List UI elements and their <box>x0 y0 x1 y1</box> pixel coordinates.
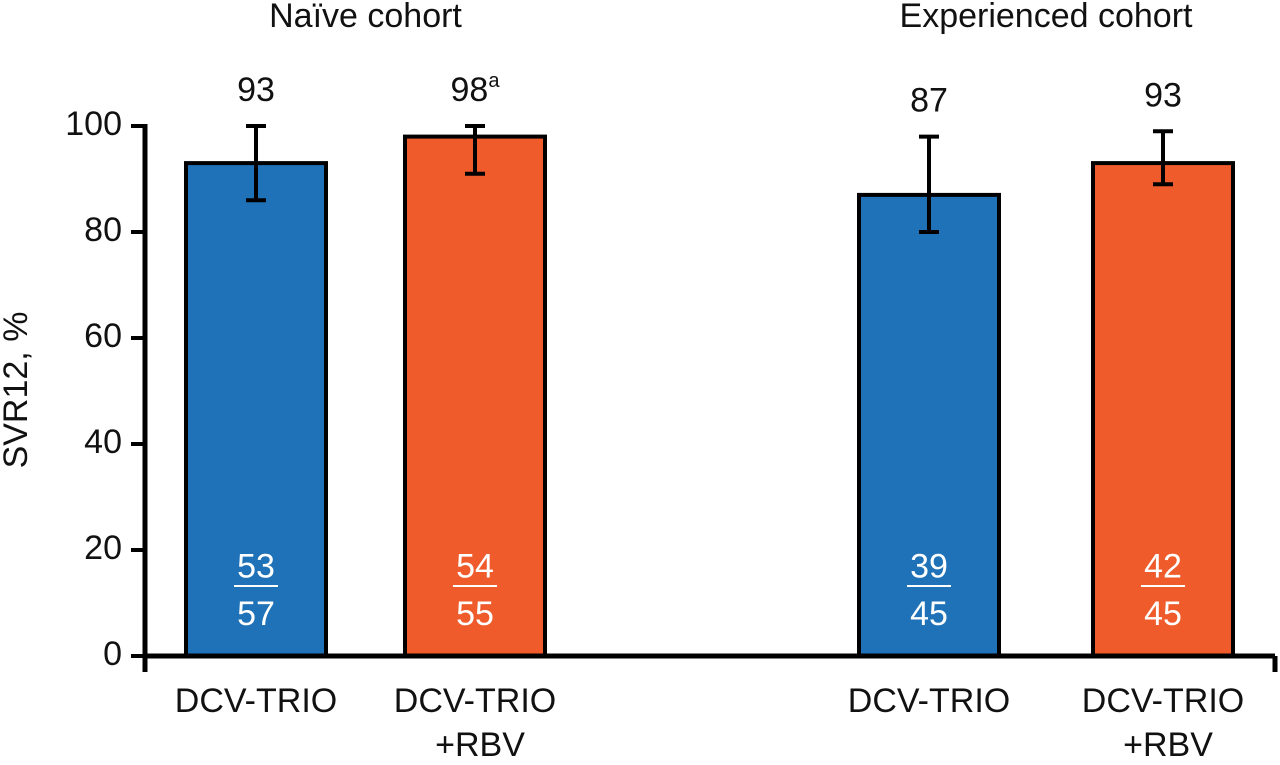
y-axis-title: SVR12, % <box>0 312 35 469</box>
y-tick-label: 20 <box>84 529 122 567</box>
totals: 45 <box>910 595 948 633</box>
totals: 55 <box>456 595 494 633</box>
value-label: 93 <box>237 71 275 109</box>
totals: 45 <box>1144 595 1182 633</box>
x-tick-label: DCV-TRIO <box>175 682 337 720</box>
bar <box>1091 161 1235 658</box>
responders: 53 <box>237 548 275 586</box>
x-tick-label: +RBV <box>435 726 525 764</box>
x-tick-label: DCV-TRIO <box>848 682 1010 720</box>
value-label-number: 87 <box>910 82 948 120</box>
y-tick-label: 80 <box>84 211 122 249</box>
responders: 42 <box>1144 548 1182 586</box>
group-title: Naïve cohort <box>269 0 462 35</box>
y-tick-label: 40 <box>84 423 122 461</box>
y-tick-label: 0 <box>103 635 122 673</box>
responders: 39 <box>910 548 948 586</box>
bar <box>403 134 547 659</box>
bar <box>857 192 1001 658</box>
value-label: 87 <box>910 82 948 120</box>
y-tick-label: 100 <box>65 105 122 143</box>
responders: 54 <box>456 548 494 586</box>
group-title: Experienced cohort <box>900 0 1194 35</box>
x-tick-label: DCV-TRIO <box>394 682 556 720</box>
value-label: 93 <box>1144 76 1182 114</box>
value-label-number: 93 <box>1144 76 1182 114</box>
x-tick-label: +RBV <box>1123 726 1213 764</box>
y-tick-label: 60 <box>84 317 122 355</box>
value-label-number: 98 <box>451 71 489 109</box>
value-label: 98a <box>451 70 501 109</box>
value-label-note: a <box>488 70 500 92</box>
x-tick-label: DCV-TRIO <box>1082 682 1244 720</box>
value-label-number: 93 <box>237 71 275 109</box>
totals: 57 <box>237 595 275 633</box>
